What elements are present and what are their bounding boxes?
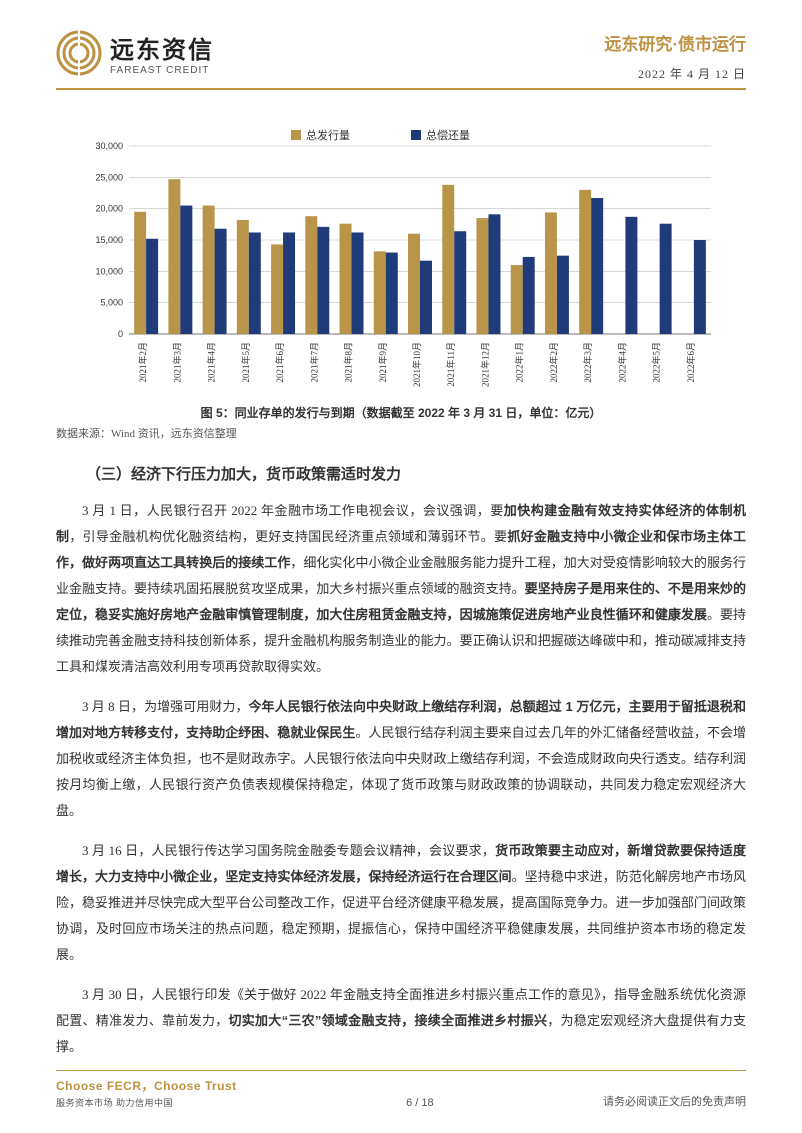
svg-text:2022年3月: 2022年3月	[582, 342, 593, 383]
paragraph: 3 月 30 日，人民银行印发《关于做好 2022 年金融支持全面推进乡村振兴重…	[56, 982, 746, 1060]
header-category: 远东研究·债市运行	[604, 30, 746, 55]
footer-page: 6 / 18	[406, 1097, 434, 1109]
svg-text:2021年6月: 2021年6月	[274, 342, 285, 383]
footer-disclaimer: 请务必阅读正文后的免责声明	[603, 1093, 746, 1109]
svg-text:30,000: 30,000	[95, 141, 123, 151]
svg-text:2021年7月: 2021年7月	[308, 342, 319, 383]
paragraph: 3 月 8 日，为增强可用财力，今年人民银行依法向中央财政上缴结存利润，总额超过…	[56, 694, 746, 824]
chart-figure-5: 0 5,000 10,000 15,000 20,000 25,000 30,000 2021…	[56, 118, 746, 441]
header-rule	[56, 88, 746, 90]
svg-text:2022年4月: 2022年4月	[616, 342, 627, 383]
chart-caption: 图 5：同业存单的发行与到期（数据截至 2022 年 3 月 31 日，单位：亿…	[56, 404, 746, 421]
svg-text:15,000: 15,000	[95, 235, 123, 245]
footer-tagline-en: Choose FECR，Choose Trust	[56, 1077, 237, 1094]
svg-text:2021年12月: 2021年12月	[479, 342, 490, 387]
svg-text:2021年11月: 2021年11月	[445, 342, 456, 387]
svg-text:20,000: 20,000	[95, 204, 123, 214]
svg-text:2021年8月: 2021年8月	[343, 342, 354, 383]
footer-tagline-zh: 服务资本市场 助力信用中国	[56, 1096, 237, 1109]
svg-text:5,000: 5,000	[100, 298, 123, 308]
svg-text:0: 0	[118, 329, 123, 339]
logo: 远东资信 FAREAST CREDIT	[56, 30, 214, 76]
section-subhead: （三）经济下行压力加大，货币政策需适时发力	[56, 463, 746, 484]
svg-text:2021年4月: 2021年4月	[206, 342, 217, 383]
paragraph: 3 月 1 日，人民银行召开 2022 年金融市场工作电视会议，会议强调，要加快…	[56, 498, 746, 680]
svg-text:2022年1月: 2022年1月	[514, 342, 525, 383]
svg-text:2021年10月: 2021年10月	[411, 342, 422, 387]
svg-text:2022年6月: 2022年6月	[685, 342, 696, 383]
chart-svg: 0 5,000 10,000 15,000 20,000 25,000 30,000 2021…	[81, 118, 721, 398]
svg-text:总偿还量: 总偿还量	[426, 128, 470, 142]
header-date: 2022 年 4 月 12 日	[604, 65, 746, 82]
svg-text:2021年2月: 2021年2月	[137, 342, 148, 383]
svg-text:2021年5月: 2021年5月	[240, 342, 251, 383]
paragraph: 3 月 16 日，人民银行传达学习国务院金融委专题会议精神，会议要求，货币政策要…	[56, 838, 746, 968]
svg-text:25,000: 25,000	[95, 172, 123, 182]
svg-text:2021年9月: 2021年9月	[377, 342, 388, 383]
logo-text-en: FAREAST CREDIT	[110, 65, 214, 76]
chart-source: 数据来源：Wind 资讯，远东资信整理	[56, 425, 746, 441]
footer: Choose FECR，Choose Trust 服务资本市场 助力信用中国 6…	[56, 1070, 746, 1109]
svg-text:10,000: 10,000	[95, 266, 123, 276]
logo-icon	[56, 30, 102, 76]
header: 远东资信 FAREAST CREDIT 远东研究·债市运行 2022 年 4 月…	[56, 30, 746, 82]
svg-text:2022年2月: 2022年2月	[548, 342, 559, 383]
svg-text:2021年3月: 2021年3月	[171, 342, 182, 383]
logo-text-zh: 远东资信	[110, 30, 214, 65]
svg-text:2022年5月: 2022年5月	[651, 342, 662, 383]
svg-text:总发行量: 总发行量	[306, 128, 350, 142]
body-text: 3 月 1 日，人民银行召开 2022 年金融市场工作电视会议，会议强调，要加快…	[56, 498, 746, 1060]
footer-rule	[56, 1070, 746, 1071]
